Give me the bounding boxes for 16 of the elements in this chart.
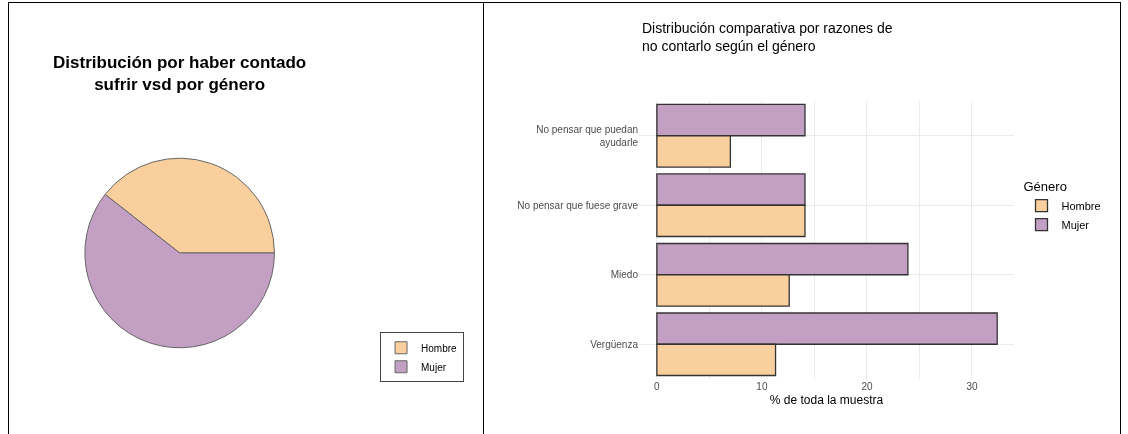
legend-label: Hombre [421,342,458,354]
x-tick-label: 0 [654,381,661,392]
legend-label: Hombre [1061,199,1101,212]
legend-label: Mujer [1061,218,1090,231]
legend-label: Mujer [421,361,447,373]
y-tick-label: No pensar que fuese grave [517,199,639,211]
y-tick-label: Vergüenza [590,338,639,350]
y-tick-label: No pensar que puedan ayudarle [536,123,639,148]
x-tick-label: 20 [861,381,873,392]
x-tick-label: 30 [966,381,978,392]
x-axis-title: % de toda la muestra [769,392,884,407]
chart-title: Distribución comparativa por razones de no contarlo según el género [642,20,893,55]
legend-title: Género [1023,179,1067,195]
x-tick-label: 10 [756,381,768,392]
chart-title: Distribución por haber contado sufrir vsd por género [53,52,307,94]
y-tick-label: Miedo [610,269,639,281]
